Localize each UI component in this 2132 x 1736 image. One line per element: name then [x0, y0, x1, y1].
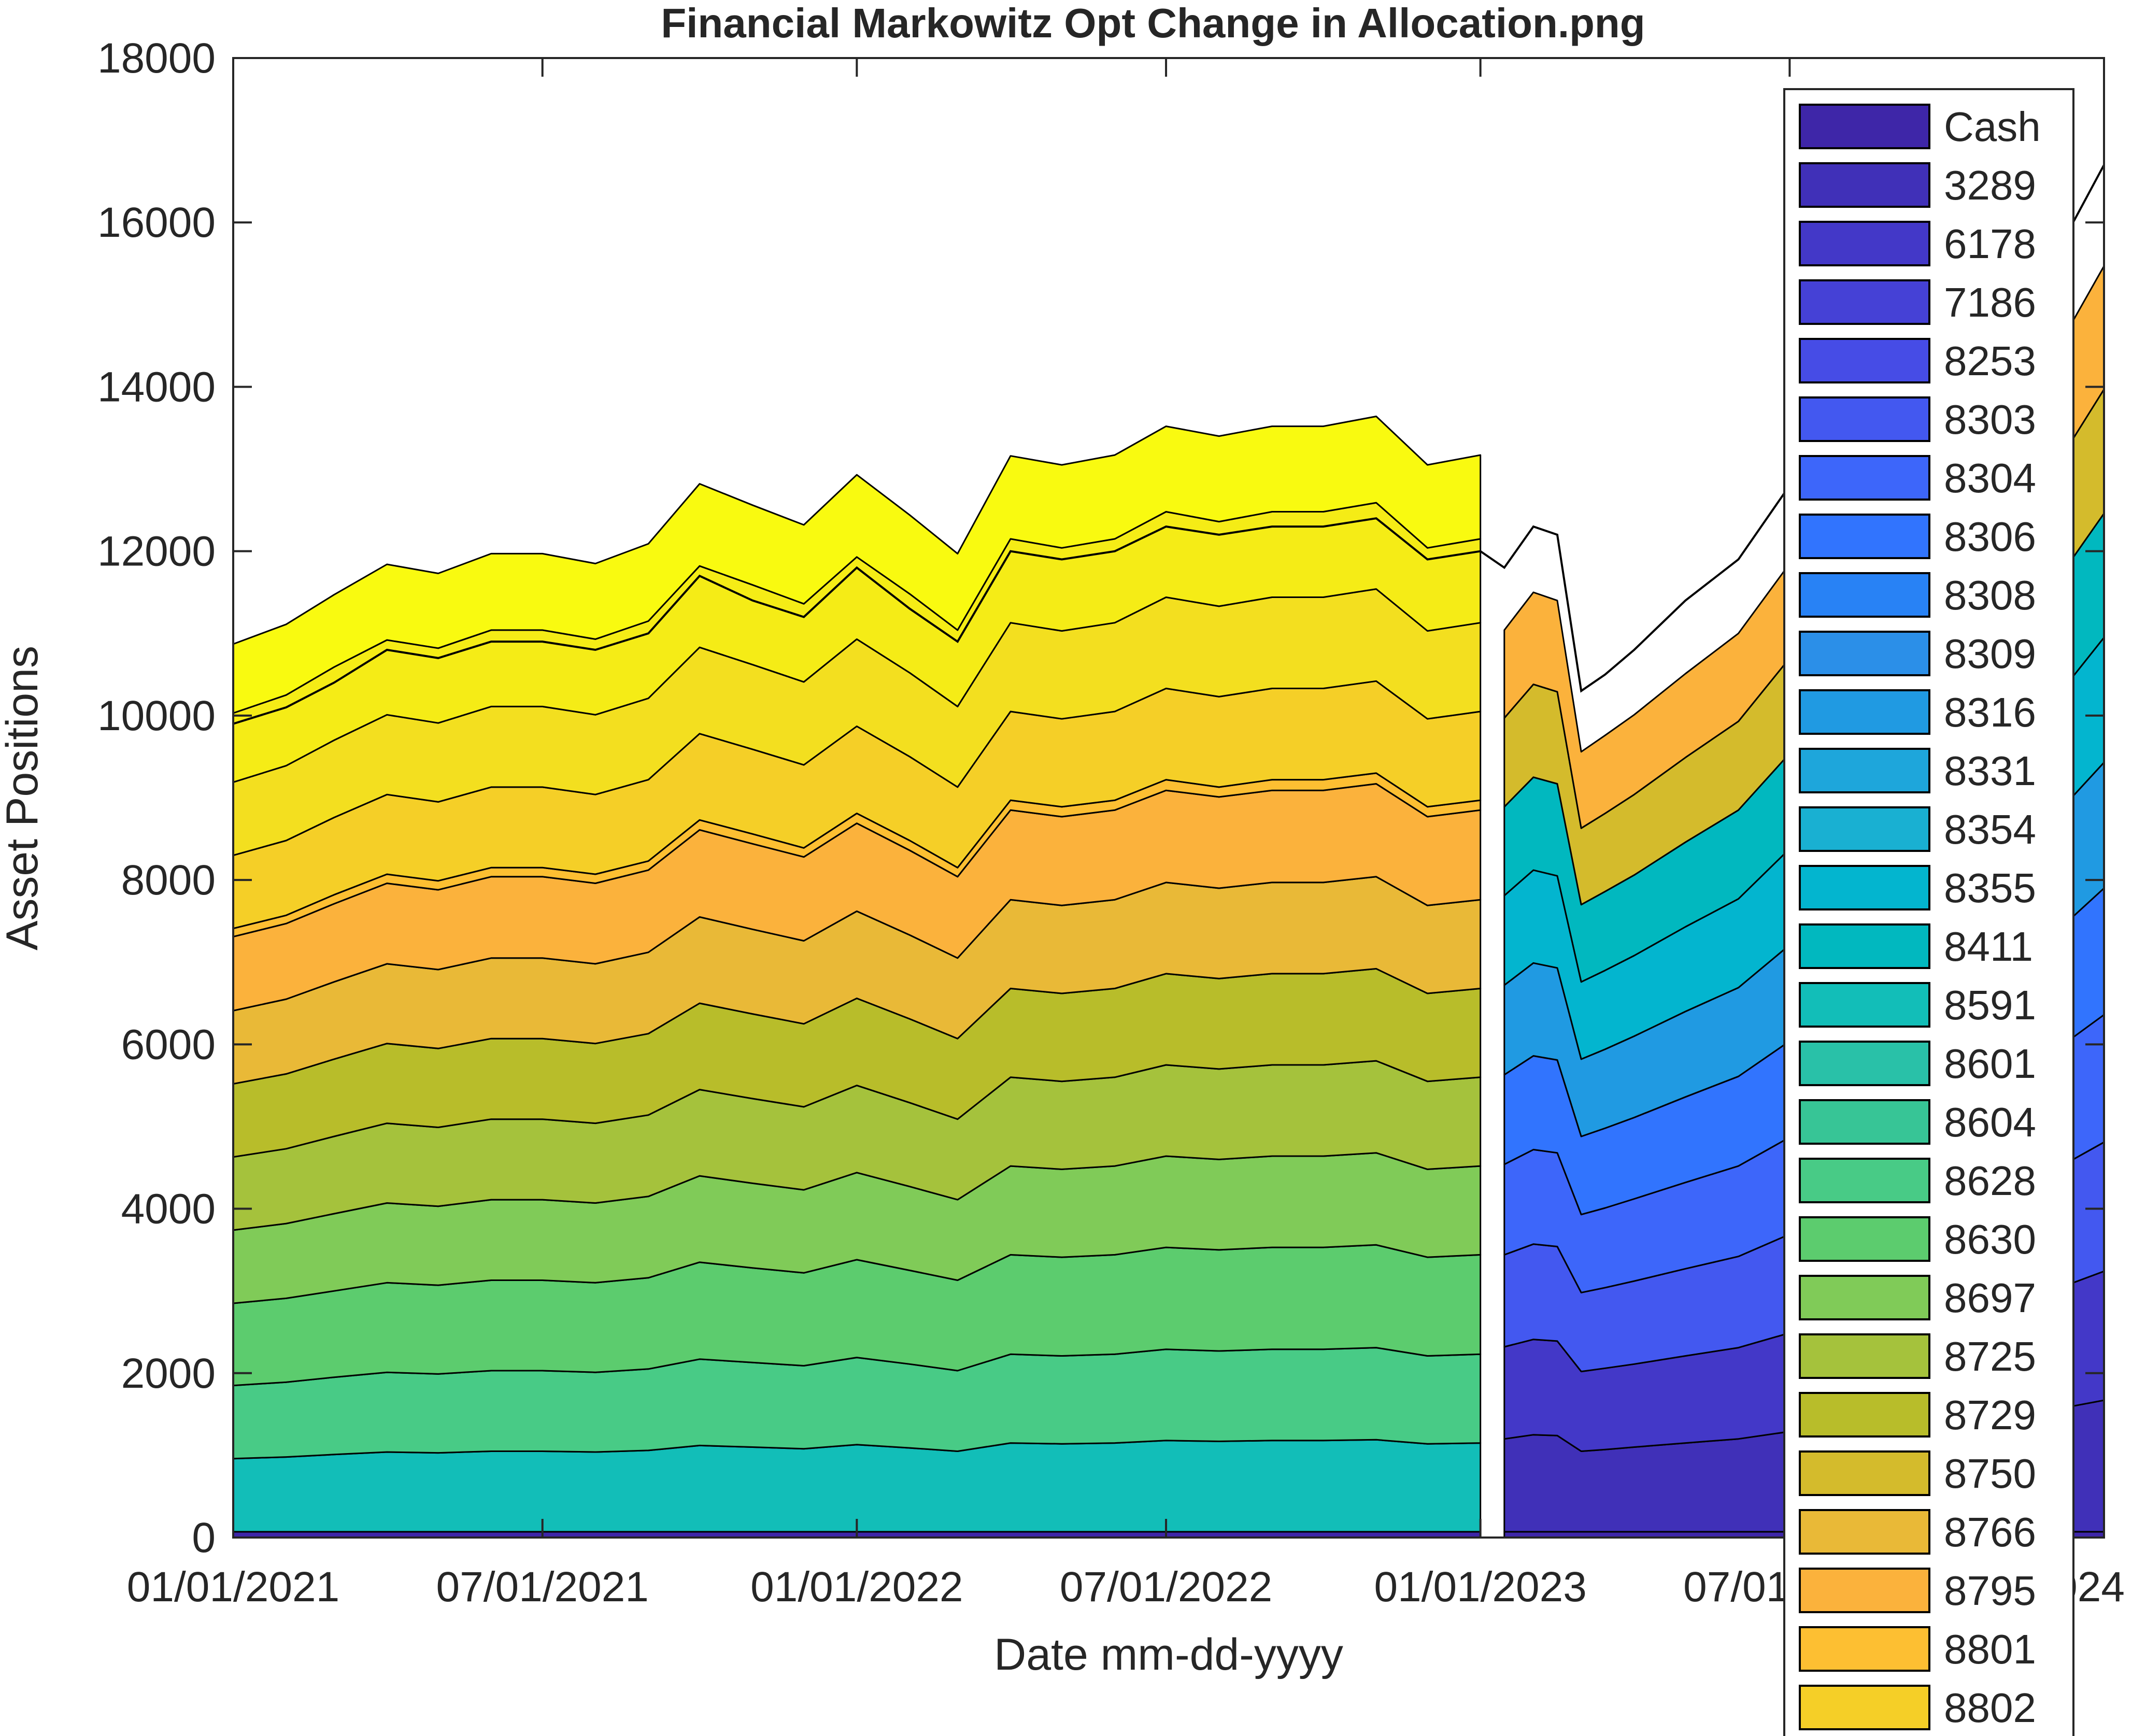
legend-swatch-8601 [1799, 1041, 1930, 1086]
y-tick-label-2: 4000 [121, 1186, 216, 1233]
legend-swatch-3289 [1799, 162, 1930, 208]
legend-label-8802: 8802 [1944, 1685, 2036, 1731]
y-tick-label-1: 2000 [121, 1350, 216, 1397]
y-tick-label-5: 10000 [97, 692, 216, 739]
x-axis-label: Date mm-dd-yyyy [994, 1630, 1343, 1680]
y-tick-label-0: 0 [192, 1514, 216, 1561]
legend-label-8331: 8331 [1944, 748, 2036, 794]
legend-swatch-8630 [1799, 1216, 1930, 1262]
legend-swatch-8750 [1799, 1450, 1930, 1496]
legend-label-8729: 8729 [1944, 1392, 2036, 1438]
total-value-line [233, 164, 2104, 725]
legend-label-8253: 8253 [1944, 338, 2036, 384]
legend-swatch-8303 [1799, 396, 1930, 442]
x-tick-label-0: 01/01/2021 [127, 1563, 339, 1611]
legend-label-8303: 8303 [1944, 396, 2036, 443]
legend-label-8801: 8801 [1944, 1626, 2036, 1672]
x-tick-label-4: 01/01/2023 [1374, 1563, 1586, 1611]
area-layer-15-seg-0 [233, 1439, 1482, 1533]
y-tick-label-9: 18000 [97, 35, 216, 82]
legend-swatch-8331 [1799, 748, 1930, 793]
legend-label-8308: 8308 [1944, 572, 2036, 618]
area-layer-30-seg-0 [233, 416, 1482, 714]
legend-label-8604: 8604 [1944, 1099, 2036, 1145]
legend-label-8630: 8630 [1944, 1216, 2036, 1262]
legend-label-8411: 8411 [1944, 923, 2033, 970]
plot-frame [232, 57, 2105, 1539]
legend-swatch-8253 [1799, 338, 1930, 383]
x-tick-label-2: 01/01/2022 [750, 1563, 963, 1611]
legend-label-8795: 8795 [1944, 1568, 2036, 1614]
legend-swatch-8316 [1799, 689, 1930, 735]
legend-label-8591: 8591 [1944, 982, 2036, 1028]
legend-label-8306: 8306 [1944, 514, 2036, 560]
legend-swatch-8355 [1799, 865, 1930, 910]
legend-swatch-8308 [1799, 572, 1930, 618]
legend-swatch-8766 [1799, 1509, 1930, 1555]
legend-swatch-8604 [1799, 1099, 1930, 1145]
y-tick-label-7: 14000 [97, 363, 216, 410]
legend-swatch-8354 [1799, 806, 1930, 852]
legend-label-8304: 8304 [1944, 455, 2036, 501]
legend-swatch-8802 [1799, 1685, 1930, 1730]
legend-swatch-Cash [1799, 104, 1930, 149]
legend-label-8750: 8750 [1944, 1450, 2036, 1497]
legend: Cash 3289 6178 7186 8253 8303 8304 8306 8308 8309… [1783, 88, 2074, 1736]
y-axis: 0 2000 4000 6000 8000 10000 12000 14000 16000 180… [97, 35, 2104, 1561]
legend-label-8766: 8766 [1944, 1509, 2036, 1555]
legend-label-8628: 8628 [1944, 1158, 2036, 1204]
total-line [233, 164, 2104, 725]
y-tick-label-8: 16000 [97, 199, 216, 246]
legend-label-7186: 7186 [1944, 279, 2036, 325]
legend-label-8316: 8316 [1944, 689, 2036, 735]
legend-label-8725: 8725 [1944, 1333, 2036, 1379]
legend-label-8355: 8355 [1944, 865, 2036, 911]
legend-label-Cash: Cash [1944, 104, 2041, 150]
y-tick-label-4: 8000 [121, 857, 216, 904]
y-tick-label-6: 12000 [97, 528, 216, 575]
legend-label-3289: 3289 [1944, 162, 2036, 208]
legend-swatch-8306 [1799, 514, 1930, 559]
y-axis-label: Asset Positions [0, 646, 47, 950]
legend-label-8697: 8697 [1944, 1275, 2036, 1321]
legend-swatch-8411 [1799, 923, 1930, 969]
legend-swatch-8729 [1799, 1392, 1930, 1438]
legend-swatch-8304 [1799, 455, 1930, 501]
legend-swatch-8725 [1799, 1333, 1930, 1379]
legend-swatch-8697 [1799, 1275, 1930, 1320]
legend-label-8309: 8309 [1944, 631, 2036, 677]
legend-label-8354: 8354 [1944, 806, 2036, 852]
legend-swatch-7186 [1799, 279, 1930, 325]
x-tick-label-1: 07/01/2021 [436, 1563, 649, 1611]
legend-label-6178: 6178 [1944, 221, 2036, 267]
legend-swatch-8628 [1799, 1158, 1930, 1203]
x-tick-label-3: 07/01/2022 [1060, 1563, 1272, 1611]
legend-swatch-6178 [1799, 221, 1930, 266]
legend-label-8601: 8601 [1944, 1041, 2036, 1087]
legend-swatch-8591 [1799, 982, 1930, 1028]
chart-title: Financial Markowitz Opt Change in Alloca… [661, 0, 1645, 46]
legend-swatch-8309 [1799, 631, 1930, 676]
y-tick-label-3: 6000 [121, 1021, 216, 1068]
legend-swatch-8795 [1799, 1568, 1930, 1613]
legend-swatch-8801 [1799, 1626, 1930, 1672]
